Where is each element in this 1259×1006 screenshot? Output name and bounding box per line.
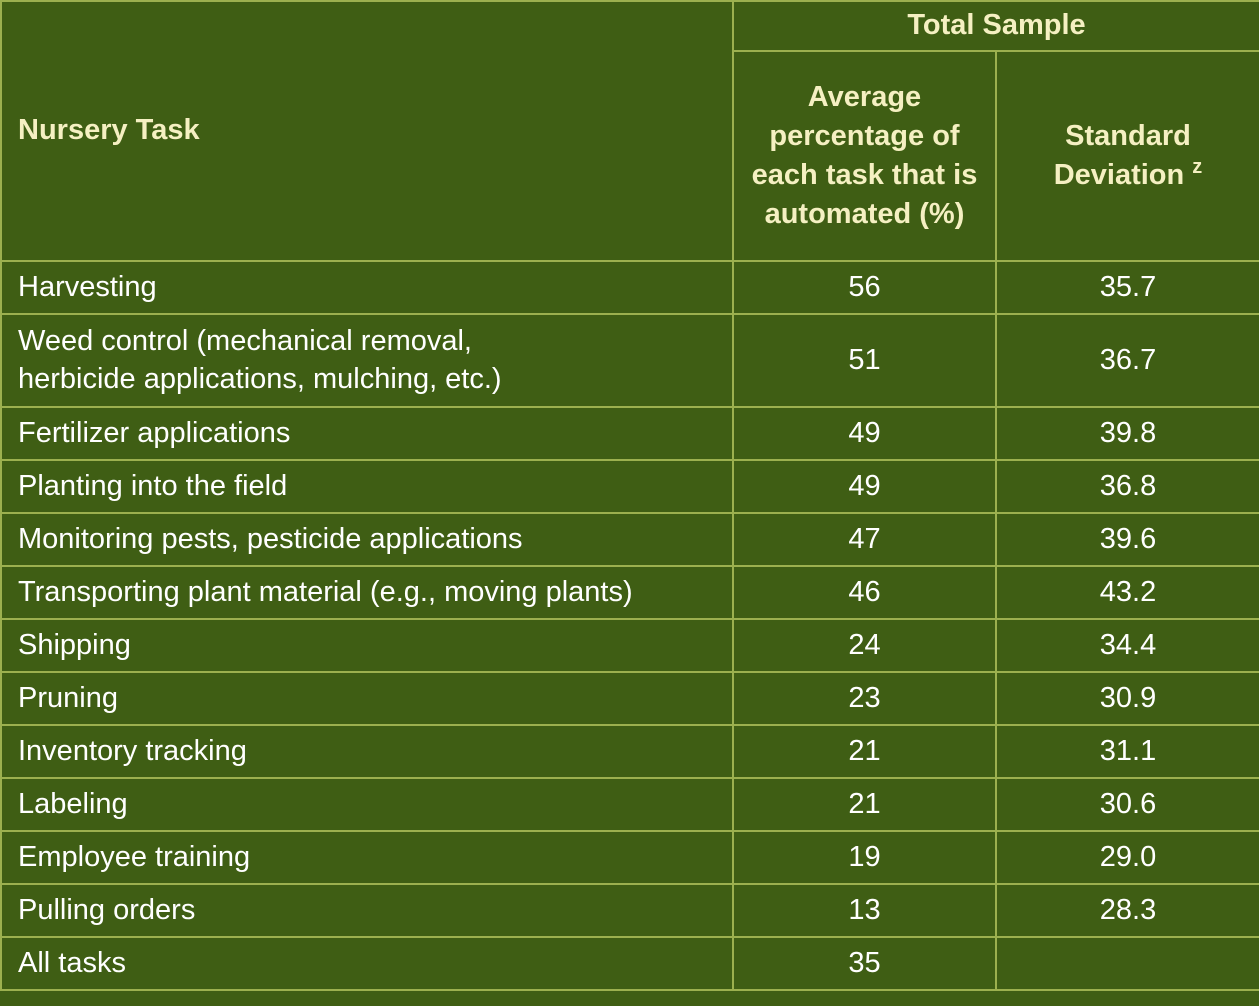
table-row: Labeling 21 30.6 <box>0 777 1259 832</box>
table-row: All tasks 35 <box>0 936 1259 991</box>
avg-cell: 23 <box>732 671 997 726</box>
table-row: Fertilizer applications 49 39.8 <box>0 406 1259 461</box>
sd-cell: 36.7 <box>995 313 1259 408</box>
avg-cell: 13 <box>732 883 997 938</box>
avg-cell: 49 <box>732 406 997 461</box>
table-row: Employee training 19 29.0 <box>0 830 1259 885</box>
avg-cell: 21 <box>732 724 997 779</box>
task-cell: Weed control (mechanical removal, herbic… <box>0 313 734 408</box>
task-label: Weed control (mechanical removal, herbic… <box>18 324 502 395</box>
header-row-columns: Average percentage of each task that is … <box>1 50 1259 262</box>
task-cell: All tasks <box>0 936 734 991</box>
std-dev-label: Standard Deviation <box>1053 119 1191 191</box>
sd-cell: 31.1 <box>995 724 1259 779</box>
avg-cell: 51 <box>732 313 997 408</box>
sd-cell: 30.9 <box>995 671 1259 726</box>
task-cell: Harvesting <box>0 260 734 315</box>
table-row: Shipping 24 34.4 <box>0 618 1259 673</box>
table-row: Harvesting 56 35.7 <box>0 260 1259 315</box>
header-row-group: Nursery Task Total Sample <box>0 0 1259 262</box>
task-cell: Planting into the field <box>0 459 734 514</box>
avg-cell: 19 <box>732 830 997 885</box>
total-sample-header: Total Sample <box>732 0 1259 52</box>
task-cell: Monitoring pests, pesticide applications <box>0 512 734 567</box>
avg-cell: 21 <box>732 777 997 832</box>
table-row: Planting into the field 49 36.8 <box>0 459 1259 514</box>
table-row: Weed control (mechanical removal, herbic… <box>0 313 1259 408</box>
table-row: Monitoring pests, pesticide applications… <box>0 512 1259 567</box>
sd-cell: 36.8 <box>995 459 1259 514</box>
task-cell: Fertilizer applications <box>0 406 734 461</box>
table-row: Inventory tracking 21 31.1 <box>0 724 1259 779</box>
sd-cell: 39.6 <box>995 512 1259 567</box>
footnote-marker: z <box>1192 156 1203 178</box>
sd-cell: 29.0 <box>995 830 1259 885</box>
table-row: Pruning 23 30.9 <box>0 671 1259 726</box>
avg-percentage-label: Average percentage of each task that is … <box>751 80 978 231</box>
avg-percentage-header: Average percentage of each task that is … <box>732 50 997 262</box>
std-dev-header: Standard Deviation z <box>995 50 1259 262</box>
task-cell: Inventory tracking <box>0 724 734 779</box>
sd-cell <box>995 936 1259 991</box>
avg-cell: 24 <box>732 618 997 673</box>
task-cell: Pruning <box>0 671 734 726</box>
sd-cell: 43.2 <box>995 565 1259 620</box>
sd-cell: 28.3 <box>995 883 1259 938</box>
table-row: Pulling orders 13 28.3 <box>0 883 1259 938</box>
table-row: Transporting plant material (e.g., movin… <box>0 565 1259 620</box>
nursery-task-header: Nursery Task <box>0 0 734 262</box>
avg-cell: 47 <box>732 512 997 567</box>
task-cell: Shipping <box>0 618 734 673</box>
avg-cell: 46 <box>732 565 997 620</box>
sd-cell: 39.8 <box>995 406 1259 461</box>
sd-cell: 34.4 <box>995 618 1259 673</box>
task-cell: Transporting plant material (e.g., movin… <box>0 565 734 620</box>
task-cell: Labeling <box>0 777 734 832</box>
avg-cell: 35 <box>732 936 997 991</box>
avg-cell: 56 <box>732 260 997 315</box>
task-cell: Employee training <box>0 830 734 885</box>
sd-cell: 30.6 <box>995 777 1259 832</box>
sd-cell: 35.7 <box>995 260 1259 315</box>
avg-cell: 49 <box>732 459 997 514</box>
task-cell: Pulling orders <box>0 883 734 938</box>
